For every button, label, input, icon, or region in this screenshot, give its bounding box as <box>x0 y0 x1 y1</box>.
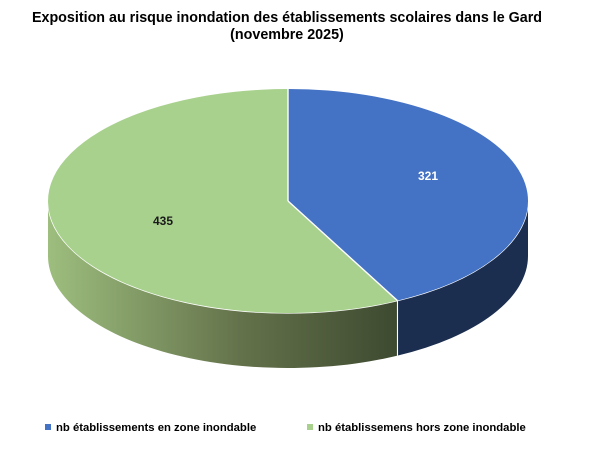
svg-text:321: 321 <box>418 169 438 183</box>
svg-text:435: 435 <box>153 214 173 228</box>
